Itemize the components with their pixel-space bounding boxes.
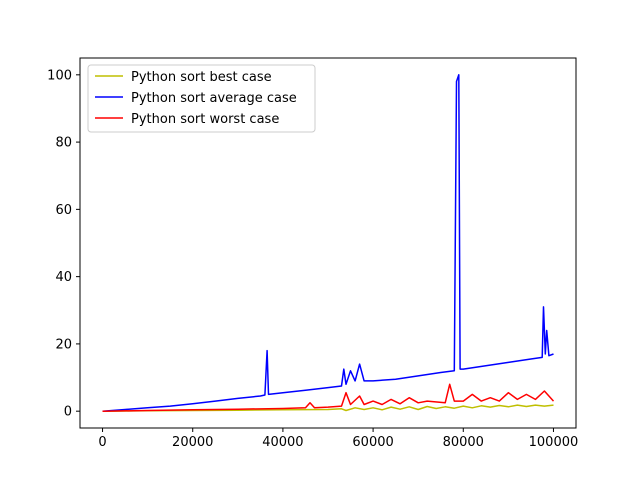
y-tick-label: 100 bbox=[47, 68, 72, 83]
series-layer bbox=[102, 74, 555, 412]
axis-layer: 0 20000 40000 60000 80000 100000 0 20 40 60 80 100 bbox=[47, 68, 578, 450]
legend-box bbox=[87, 64, 316, 133]
x-tick-label: 60000 bbox=[352, 435, 393, 450]
legend-label-worst: Python sort worst case bbox=[131, 112, 279, 127]
y-tick-label: 60 bbox=[55, 203, 72, 218]
series-line-best bbox=[102, 404, 554, 412]
x-tick-label: 80000 bbox=[443, 435, 484, 450]
x-tick-label: 100000 bbox=[529, 435, 579, 450]
legend: Python sort best case Python sort averag… bbox=[87, 64, 316, 133]
y-tick-label: 0 bbox=[64, 405, 72, 420]
y-tick-label: 40 bbox=[55, 270, 72, 285]
y-tick-label: 80 bbox=[55, 136, 72, 151]
y-tick-label: 20 bbox=[55, 337, 72, 352]
x-tick-label: 40000 bbox=[262, 435, 303, 450]
series-line-average bbox=[102, 74, 554, 412]
plot-frame bbox=[79, 57, 577, 429]
legend-label-best: Python sort best case bbox=[131, 70, 272, 85]
legend-label-average: Python sort average case bbox=[131, 91, 297, 106]
x-tick-label: 0 bbox=[98, 435, 106, 450]
x-tick-label: 20000 bbox=[172, 435, 213, 450]
series-line-worst bbox=[102, 383, 555, 412]
